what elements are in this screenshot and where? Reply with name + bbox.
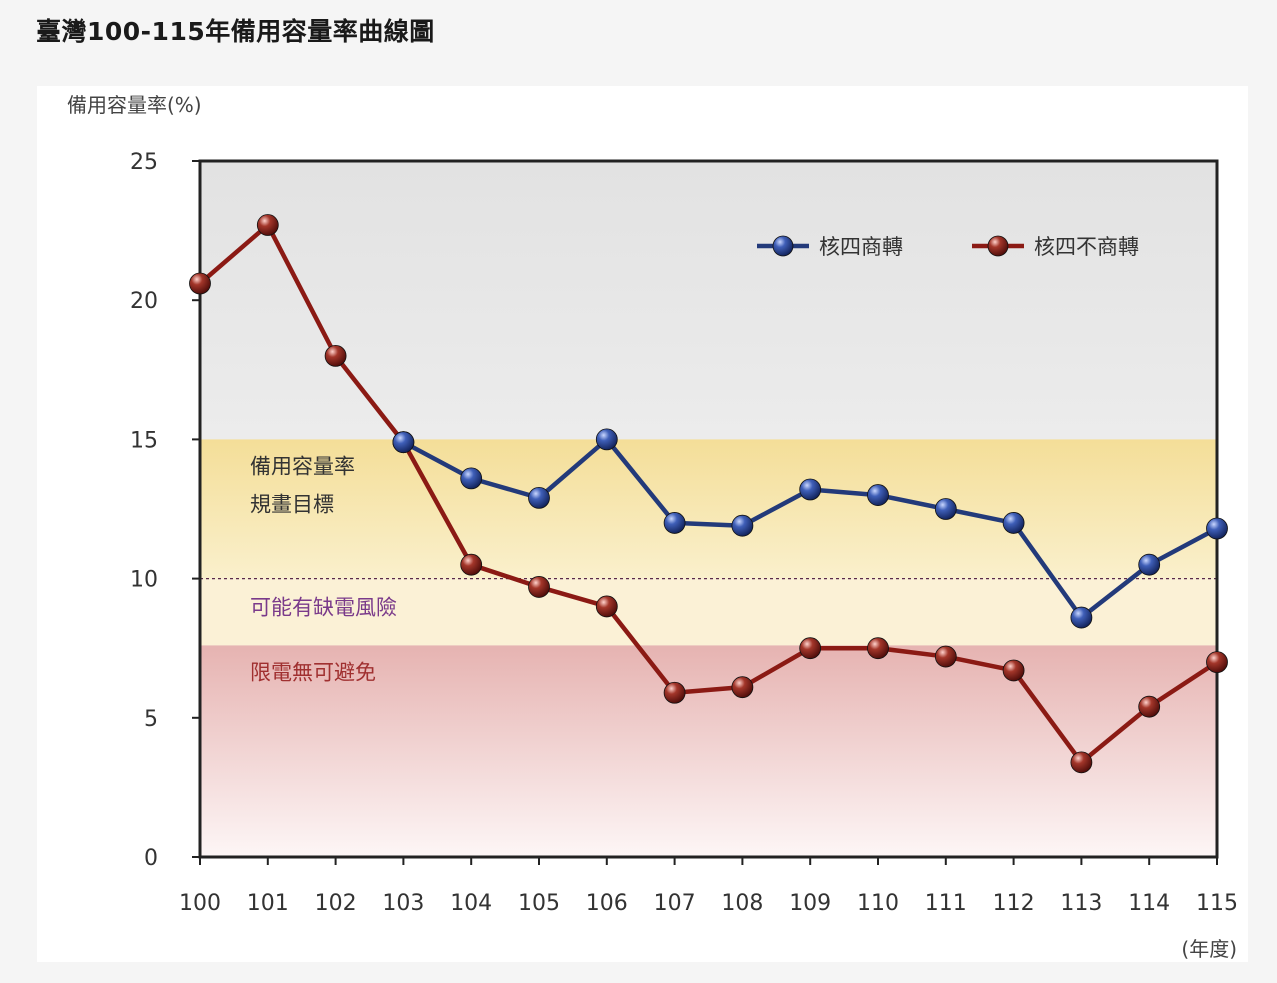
y-tick-label: 0 xyxy=(144,846,158,871)
x-tick-label: 107 xyxy=(654,891,696,916)
data-point xyxy=(256,214,279,236)
y-tick-label: 20 xyxy=(130,289,158,314)
data-point xyxy=(1002,659,1025,682)
x-tick-label: 102 xyxy=(315,891,357,916)
legend-marker xyxy=(772,235,794,257)
page-title: 臺灣100-115年備用容量率曲線圖 xyxy=(36,17,435,46)
x-tick-label: 106 xyxy=(586,891,628,916)
data-point xyxy=(1138,695,1161,718)
data-point xyxy=(460,553,483,576)
y-tick-label: 25 xyxy=(130,150,158,175)
data-point xyxy=(934,498,957,520)
zone-label: 可能有缺電風險 xyxy=(250,596,397,620)
x-tick-label: 103 xyxy=(382,891,424,916)
x-tick-label: 113 xyxy=(1060,891,1102,916)
data-point xyxy=(934,645,957,668)
data-point xyxy=(595,428,618,451)
x-tick-label: 110 xyxy=(857,891,899,916)
zone-band xyxy=(200,578,1217,646)
x-tick-label: 105 xyxy=(518,891,560,916)
data-point xyxy=(324,344,347,367)
data-point xyxy=(392,431,415,454)
x-tick-label: 104 xyxy=(450,891,492,916)
x-tick-label: 114 xyxy=(1128,891,1170,916)
x-tick-label: 100 xyxy=(179,891,221,916)
zone-label: 規畫目標 xyxy=(250,492,334,516)
legend-marker xyxy=(987,235,1009,257)
plot-frame xyxy=(198,159,1219,859)
data-point xyxy=(663,681,686,704)
chart-panel: 備用容量率規畫目標可能有缺電風險 限電無可避免 0 5 10 15 20 25 100 101 10… xyxy=(37,86,1248,962)
data-point xyxy=(1070,751,1093,774)
x-tick-label: 101 xyxy=(247,891,289,916)
data-point xyxy=(731,514,754,537)
zone-band xyxy=(200,439,1217,579)
y-tick-label: 5 xyxy=(144,707,158,732)
y-tick-label: 10 xyxy=(130,568,158,593)
data-point xyxy=(1138,553,1161,576)
data-point xyxy=(189,272,211,295)
data-point xyxy=(1206,517,1228,540)
data-point xyxy=(867,484,889,506)
data-point xyxy=(528,486,550,509)
data-point xyxy=(1206,651,1228,674)
series-line xyxy=(198,222,1219,765)
zone-band xyxy=(200,645,1217,857)
data-point xyxy=(663,512,686,534)
x-tick-label: 115 xyxy=(1196,891,1238,916)
data-point xyxy=(595,595,618,618)
y-tick-label: 15 xyxy=(130,428,158,453)
x-tick-label: 111 xyxy=(925,891,967,916)
y-axis-label: 備用容量率(%) xyxy=(67,93,202,117)
data-point xyxy=(799,637,822,660)
data-point xyxy=(1002,512,1025,534)
x-tick-label: 109 xyxy=(789,891,831,916)
x-tick-label: 112 xyxy=(993,891,1035,916)
zone-label: 備用容量率 xyxy=(250,454,355,478)
data-point xyxy=(799,478,822,501)
data-point xyxy=(460,467,483,490)
data-point xyxy=(731,676,754,699)
x-axis-label: (年度) xyxy=(1181,937,1237,961)
zone-label: 限電無可避免 xyxy=(250,660,376,684)
legend-label: 核四不商轉 xyxy=(1034,235,1139,259)
data-point xyxy=(867,637,889,660)
x-tick-label: 108 xyxy=(721,891,763,916)
data-point xyxy=(1070,606,1093,629)
legend-label: 核四商轉 xyxy=(819,235,903,259)
data-point xyxy=(528,576,550,598)
